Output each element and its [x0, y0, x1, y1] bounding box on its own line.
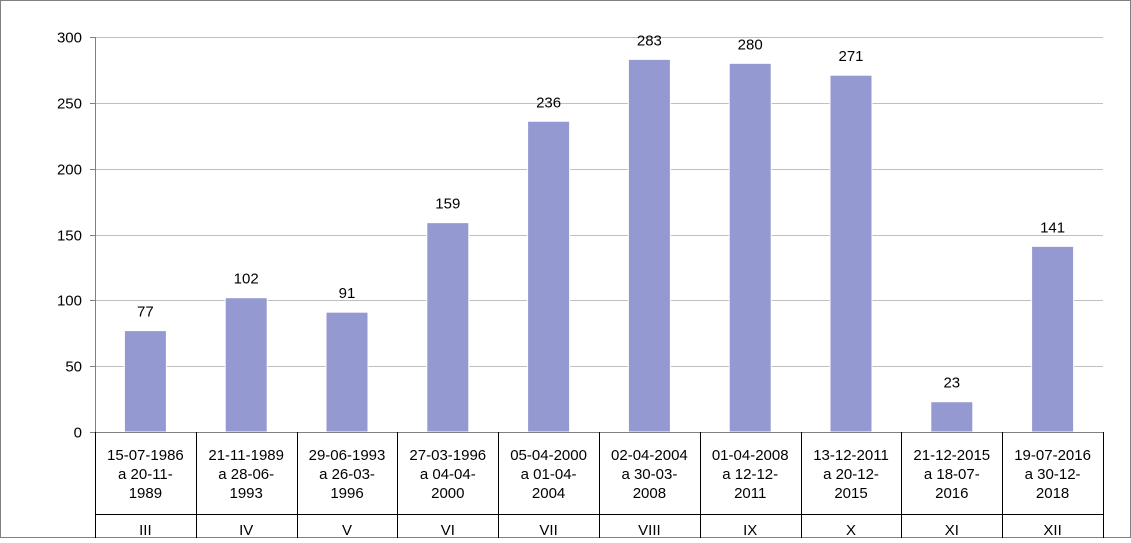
- x-tick-label: 1996: [330, 485, 363, 502]
- x-tick-label: 21-12-2015: [913, 447, 990, 464]
- x-tick-label: a 28-06-: [218, 466, 274, 483]
- x-tick-label: 15-07-1986: [107, 447, 184, 464]
- legislature-label: IV: [239, 522, 253, 538]
- x-tick-label: a 30-03-: [621, 466, 677, 483]
- legislature-label: VIII: [638, 522, 661, 538]
- x-tick-label: 21-11-1989: [208, 447, 284, 464]
- data-label: 280: [738, 36, 763, 53]
- data-label: 23: [943, 375, 960, 392]
- bar: [728, 62, 772, 433]
- legislature-label: VI: [441, 522, 455, 538]
- x-tick-label: 2008: [633, 485, 666, 502]
- bar: [527, 120, 571, 433]
- x-tick-label: 1993: [230, 485, 263, 502]
- x-tick-label: a 01-04-: [521, 466, 577, 483]
- x-tick-label: a 20-12-: [823, 466, 879, 483]
- data-label: 283: [637, 32, 662, 49]
- x-tick-label: 2000: [431, 485, 464, 502]
- x-tick-label: 1989: [129, 485, 162, 502]
- data-label: 77: [137, 304, 154, 321]
- data-label: 236: [536, 94, 561, 111]
- data-label: 141: [1040, 219, 1065, 236]
- legislature-label: XI: [945, 522, 959, 538]
- x-tick-label: a 18-07-: [924, 466, 980, 483]
- y-tick-label: 50: [65, 359, 82, 376]
- y-tick-label: 250: [57, 96, 82, 113]
- legislature-label: IX: [743, 522, 757, 538]
- x-tick-label: 19-07-2016: [1014, 447, 1091, 464]
- data-label: 159: [435, 196, 460, 213]
- bar: [1031, 245, 1075, 433]
- data-label: 271: [838, 48, 863, 65]
- y-tick-label: 100: [57, 293, 82, 310]
- legislature-label: X: [846, 522, 856, 538]
- x-tick-label: a 26-03-: [319, 466, 375, 483]
- x-tick-label: 2004: [532, 485, 565, 502]
- y-tick-label: 150: [57, 228, 82, 245]
- y-tick-label: 200: [57, 162, 82, 179]
- x-tick-label: a 30-12-: [1025, 466, 1081, 483]
- x-tick-label: 05-04-2000: [510, 447, 587, 464]
- x-tick-label: 2011: [734, 485, 766, 502]
- bar: [829, 74, 873, 433]
- bar: [426, 222, 470, 433]
- data-label: 91: [339, 285, 356, 302]
- x-tick-label: 29-06-1993: [309, 447, 386, 464]
- legislature-label: VII: [539, 522, 557, 538]
- legislature-label: XII: [1043, 522, 1061, 538]
- bar: [123, 330, 167, 433]
- data-label: 102: [234, 271, 259, 288]
- bar: [627, 58, 671, 433]
- x-tick-label: 02-04-2004: [611, 447, 688, 464]
- x-tick-label: 2016: [935, 485, 968, 502]
- x-tick-label: 2018: [1036, 485, 1069, 502]
- y-tick-label: 0: [74, 425, 82, 442]
- x-tick-label: 13-12-2011: [813, 447, 889, 464]
- legislature-label: V: [342, 522, 352, 538]
- bar: [930, 401, 974, 433]
- bar: [224, 297, 268, 433]
- bar: [325, 311, 369, 433]
- x-tick-label: 2015: [834, 485, 867, 502]
- x-tick-label: 27-03-1996: [409, 447, 486, 464]
- legislature-label: III: [139, 522, 152, 538]
- x-tick-label: a 20-11-: [118, 466, 173, 483]
- x-tick-label: a 12-12-: [722, 466, 778, 483]
- x-tick-label: a 04-04-: [420, 466, 476, 483]
- x-tick-label: 01-04-2008: [712, 447, 789, 464]
- y-tick-label: 300: [57, 30, 82, 47]
